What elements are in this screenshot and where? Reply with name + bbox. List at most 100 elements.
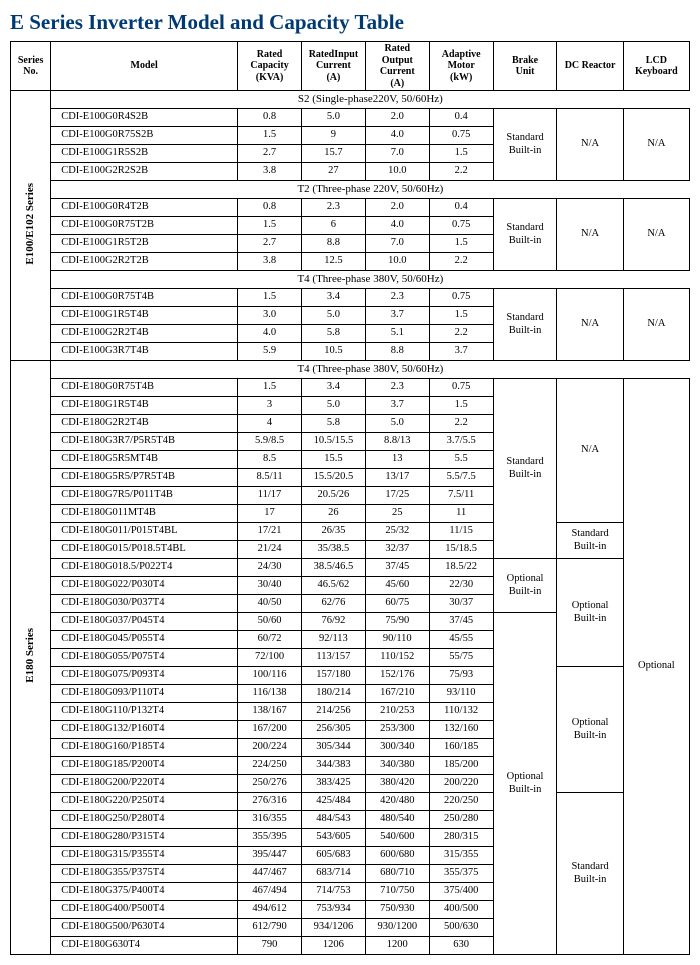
cell: 10.5 bbox=[301, 343, 365, 361]
cell: 344/383 bbox=[301, 757, 365, 775]
hdr-series: Series No. bbox=[11, 42, 51, 91]
cell: 5.5/7.5 bbox=[429, 469, 493, 487]
cell: 2.2 bbox=[429, 253, 493, 271]
model-cell: CDI-E180G015/P018.5T4BL bbox=[51, 541, 238, 559]
cell: 11/15 bbox=[429, 523, 493, 541]
cell: 157/180 bbox=[301, 667, 365, 685]
cell: 25 bbox=[365, 505, 429, 523]
merge-cell: N/A bbox=[557, 289, 623, 361]
cell: 40/50 bbox=[238, 595, 302, 613]
model-cell: CDI-E100G0R75S2B bbox=[51, 127, 238, 145]
cell: 3 bbox=[238, 397, 302, 415]
cell: 72/100 bbox=[238, 649, 302, 667]
cell: 17/25 bbox=[365, 487, 429, 505]
cell: 45/55 bbox=[429, 631, 493, 649]
cell: 305/344 bbox=[301, 739, 365, 757]
cell: 680/710 bbox=[365, 865, 429, 883]
cell: 315/355 bbox=[429, 847, 493, 865]
cell: 110/152 bbox=[365, 649, 429, 667]
cell: 714/753 bbox=[301, 883, 365, 901]
hdr-model: Model bbox=[51, 42, 238, 91]
cell: 494/612 bbox=[238, 901, 302, 919]
model-cell: CDI-E180G018.5/P022T4 bbox=[51, 559, 238, 577]
merge-cell: N/A bbox=[623, 109, 689, 181]
cell: 26/35 bbox=[301, 523, 365, 541]
cell: 12.5 bbox=[301, 253, 365, 271]
cell: 383/425 bbox=[301, 775, 365, 793]
cell: 46.5/62 bbox=[301, 577, 365, 595]
cell: 2.0 bbox=[365, 199, 429, 217]
model-cell: CDI-E180G7R5/P011T4B bbox=[51, 487, 238, 505]
cell: 355/375 bbox=[429, 865, 493, 883]
model-cell: CDI-E100G0R75T4B bbox=[51, 289, 238, 307]
cell: 753/934 bbox=[301, 901, 365, 919]
cell: 10.5/15.5 bbox=[301, 433, 365, 451]
model-cell: CDI-E180G132/P160T4 bbox=[51, 721, 238, 739]
model-cell: CDI-E100G2R2T4B bbox=[51, 325, 238, 343]
cell: 9 bbox=[301, 127, 365, 145]
cell: 4.0 bbox=[365, 217, 429, 235]
hdr-output: Rated Output Current (A) bbox=[365, 42, 429, 91]
cell: 113/157 bbox=[301, 649, 365, 667]
cell: 543/605 bbox=[301, 829, 365, 847]
model-cell: CDI-E180G045/P055T4 bbox=[51, 631, 238, 649]
cell: 790 bbox=[238, 937, 302, 955]
model-cell: CDI-E100G2R2S2B bbox=[51, 163, 238, 181]
hdr-motor: Adaptive Motor (kW) bbox=[429, 42, 493, 91]
table-row: CDI-E100G0R75T4B1.53.42.30.75Standard Bu… bbox=[11, 289, 690, 307]
cell: 3.8 bbox=[238, 163, 302, 181]
cell: 380/420 bbox=[365, 775, 429, 793]
cell: 612/790 bbox=[238, 919, 302, 937]
table-row: CDI-E100G0R4S2B0.85.02.00.4Standard Buil… bbox=[11, 109, 690, 127]
hdr-lcd: LCD Keyboard bbox=[623, 42, 689, 91]
model-cell: CDI-E180G2R2T4B bbox=[51, 415, 238, 433]
cell: 185/200 bbox=[429, 757, 493, 775]
cell: 60/75 bbox=[365, 595, 429, 613]
cell: 340/380 bbox=[365, 757, 429, 775]
model-cell: CDI-E180G160/P185T4 bbox=[51, 739, 238, 757]
model-cell: CDI-E180G355/P375T4 bbox=[51, 865, 238, 883]
model-cell: CDI-E100G2R2T2B bbox=[51, 253, 238, 271]
cell: 11/17 bbox=[238, 487, 302, 505]
model-cell: CDI-E180G630T4 bbox=[51, 937, 238, 955]
cell: 0.75 bbox=[429, 217, 493, 235]
cell: 250/276 bbox=[238, 775, 302, 793]
cell: 400/500 bbox=[429, 901, 493, 919]
cell: 55/75 bbox=[429, 649, 493, 667]
merge-cell: N/A bbox=[623, 199, 689, 271]
model-cell: CDI-E180G3R7/P5R5T4B bbox=[51, 433, 238, 451]
group-hdr: S2 (Single-phase220V, 50/60Hz) bbox=[51, 91, 690, 109]
cell: 2.2 bbox=[429, 325, 493, 343]
model-cell: CDI-E180G1R5T4B bbox=[51, 397, 238, 415]
cell: 26 bbox=[301, 505, 365, 523]
model-cell: CDI-E180G200/P220T4 bbox=[51, 775, 238, 793]
cell: 93/110 bbox=[429, 685, 493, 703]
model-cell: CDI-E180G185/P200T4 bbox=[51, 757, 238, 775]
cell: 100/116 bbox=[238, 667, 302, 685]
cell: 1.5 bbox=[238, 289, 302, 307]
cell: 5.9/8.5 bbox=[238, 433, 302, 451]
cell: 3.7 bbox=[429, 343, 493, 361]
cell: 90/110 bbox=[365, 631, 429, 649]
cell: 3.0 bbox=[238, 307, 302, 325]
hdr-input: RatedInput Current (A) bbox=[301, 42, 365, 91]
cell: 7.0 bbox=[365, 145, 429, 163]
cell: 8.8/13 bbox=[365, 433, 429, 451]
cell: 180/214 bbox=[301, 685, 365, 703]
cell: 630 bbox=[429, 937, 493, 955]
model-cell: CDI-E180G250/P280T4 bbox=[51, 811, 238, 829]
cell: 5.8 bbox=[301, 325, 365, 343]
cell: 2.3 bbox=[365, 289, 429, 307]
cell: 3.7 bbox=[365, 397, 429, 415]
cell: 280/315 bbox=[429, 829, 493, 847]
cell: 5.0 bbox=[365, 415, 429, 433]
cell: 2.2 bbox=[429, 415, 493, 433]
cell: 0.4 bbox=[429, 199, 493, 217]
table-row: CDI-E100G0R4T2B0.82.32.00.4Standard Buil… bbox=[11, 199, 690, 217]
cell: 167/200 bbox=[238, 721, 302, 739]
merge-cell: Optional Built-in bbox=[557, 559, 623, 667]
table-row: CDI-E180G018.5/P022T424/3038.5/46.537/45… bbox=[11, 559, 690, 577]
cell: 484/543 bbox=[301, 811, 365, 829]
cell: 10.0 bbox=[365, 163, 429, 181]
cell: 17 bbox=[238, 505, 302, 523]
